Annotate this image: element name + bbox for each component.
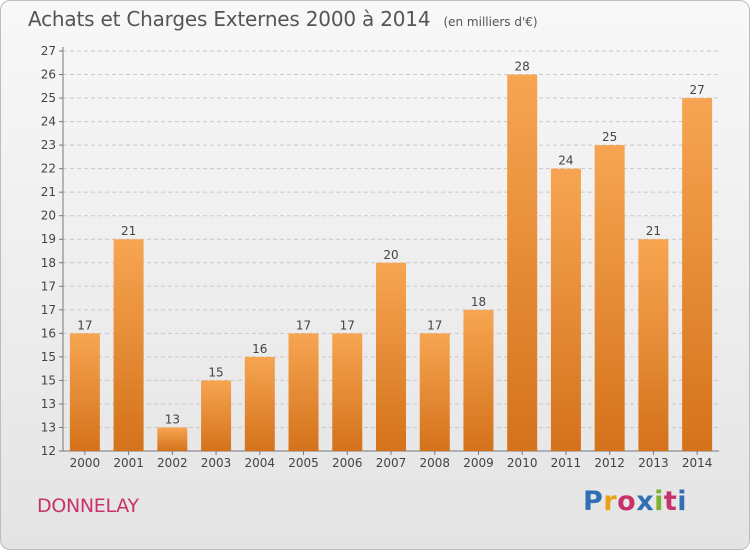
data-label: 17 [340,318,355,332]
bar-2002 [157,427,188,451]
data-label: 17 [77,318,92,332]
logo-letter: i [677,486,688,517]
x-tick-label: 2002 [157,456,188,470]
bar-2008 [419,333,450,451]
data-label: 25 [602,130,617,144]
y-tick-label: 26 [41,68,56,82]
bar-2000 [69,333,100,451]
x-tick-label: 2014 [682,456,713,470]
y-tick-label: 13 [41,420,56,434]
y-tick-label: 27 [41,44,56,58]
x-tick-label: 2009 [463,456,494,470]
data-label: 16 [252,342,267,356]
y-tick-label: 24 [41,115,56,129]
data-label: 17 [296,318,311,332]
x-tick-label: 2003 [201,456,232,470]
y-axis-tick-labels: 12 13 13 15 15 16 17 17 18 19 20 21 22 23 24 25 26 27 [41,44,56,458]
x-tick-label: 2004 [245,456,276,470]
x-tick-label: 2012 [594,456,625,470]
data-label: 13 [165,412,180,426]
logo-letter: x [636,486,655,517]
data-labels: 17 21 13 15 16 17 17 20 17 18 28 24 25 21 27 [77,60,705,427]
x-axis-tick-labels: 2000 2001 2002 2003 2004 2005 2006 2007 2008 2009… [70,456,713,470]
bar-2009 [463,309,494,451]
data-label: 28 [515,60,530,74]
y-tick-label: 12 [41,444,56,458]
y-tick-label: 23 [41,138,56,152]
bar-2010 [507,74,538,451]
logo-letter: t [663,486,678,517]
y-tick-label: 21 [41,185,56,199]
data-label: 21 [121,224,136,238]
y-tick-label: 25 [41,91,56,105]
logo-letter: o [617,486,637,517]
y-tick-label: 18 [41,256,56,270]
data-label: 21 [646,224,661,238]
y-tick-label: 19 [41,232,56,246]
y-tick-label: 15 [41,373,56,387]
bar-2006 [332,333,363,451]
bar-2014 [682,98,713,451]
chart-title-main: Achats et Charges Externes 2000 à 2014 [28,7,431,31]
data-label: 24 [558,154,573,168]
chart-title-unit: (en milliers d'€) [443,15,538,29]
bar-2005 [288,333,319,451]
logo-letter: r [603,486,618,517]
x-tick-label: 2006 [332,456,363,470]
y-tick-label: 20 [41,209,56,223]
logo-letter: P [583,486,604,517]
bar-2013 [638,239,669,451]
logo-letter: i [654,486,664,517]
data-label: 17 [427,318,442,332]
bars [69,74,713,451]
x-tick-label: 2000 [70,456,101,470]
x-tick-label: 2010 [507,456,538,470]
y-tick-label: 13 [41,397,56,411]
data-label: 15 [208,365,223,379]
bar-2003 [201,380,232,451]
proxiti-logo: Proxiti [583,486,687,517]
y-tick-label: 17 [41,279,56,293]
y-tick-label: 16 [41,326,56,340]
x-tick-label: 2007 [376,456,407,470]
y-tick-label: 15 [41,350,56,364]
bar-2007 [376,262,406,451]
bar-2012 [594,145,625,451]
bar-2011 [550,168,581,451]
x-tick-label: 2008 [419,456,450,470]
data-label: 18 [471,295,486,309]
bar-2001 [113,239,144,451]
x-tick-label: 2005 [288,456,319,470]
x-tick-label: 2011 [551,456,582,470]
bar-2004 [244,356,275,451]
y-tick-label: 17 [41,303,56,317]
x-tick-label: 2013 [638,456,669,470]
data-label: 20 [383,248,398,262]
data-label: 27 [689,83,704,97]
y-tick-label: 22 [41,162,56,176]
commune-name: DONNELAY [37,495,139,517]
x-tick-label: 2001 [113,456,144,470]
chart-title: Achats et Charges Externes 2000 à 2014 (… [28,7,538,31]
